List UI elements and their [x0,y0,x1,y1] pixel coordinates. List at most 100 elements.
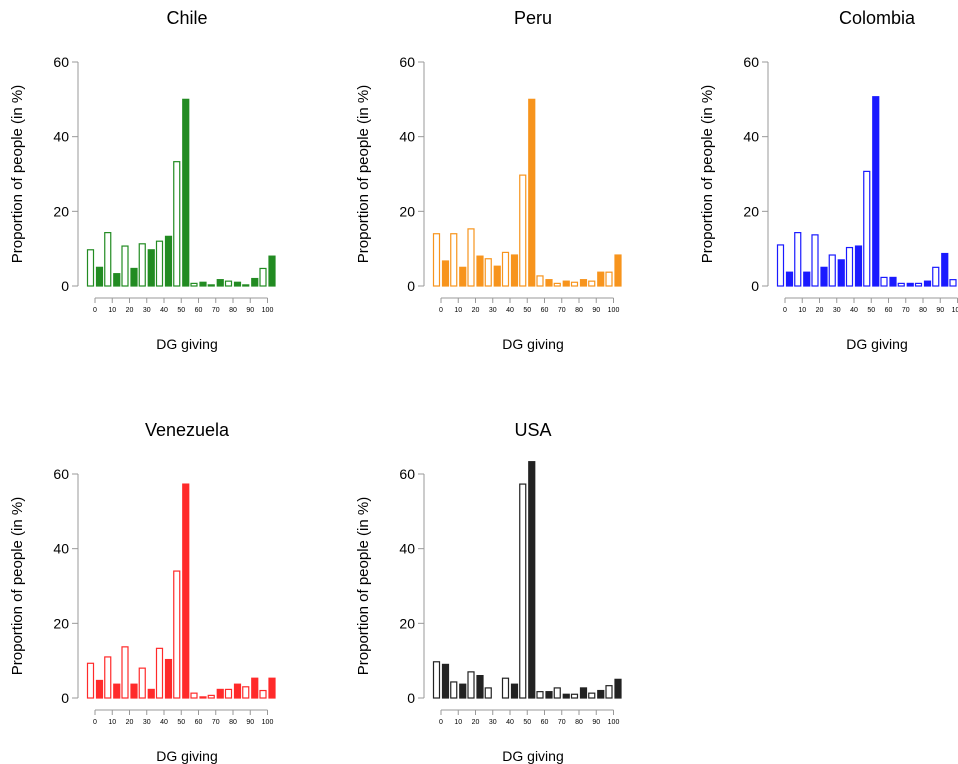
bar-hollow [86,249,95,287]
bar-hollow [432,661,441,699]
bar-solid [251,277,259,287]
bar-hollow [914,282,923,287]
x-tick-label: 50 [867,307,875,314]
x-tick-label: 100 [262,719,274,726]
x-tick-label: 60 [541,719,549,726]
bar-solid [164,235,173,287]
y-tick-label: 20 [399,615,415,631]
y-tick-label: 0 [407,690,415,706]
bar-hollow [811,234,819,287]
bar-hollow [242,284,250,287]
x-tick-label: 10 [454,719,462,726]
bar-hollow [828,254,836,287]
chart-panel-venezuela: Venezuela 0 20 40 60 Proportion of people (in… [9,420,276,764]
bar-hollow [138,243,146,287]
x-tick-label: 100 [952,307,958,314]
x-axis-label: DG giving [156,748,217,764]
x-tick-label: 30 [143,307,151,314]
x-tick-label: 100 [262,307,274,314]
bar-solid [147,688,155,699]
bar-hollow [467,228,475,287]
bar-hollow [173,570,181,699]
bar-hollow [536,275,544,287]
bar-hollow [190,692,198,699]
chart-panel-chile: Chile 0 20 40 60 Proportion of people (in %) 0… [9,8,276,352]
bar-solid [233,281,242,287]
bar-hollow [536,691,544,699]
x-tick-label: 10 [108,719,116,726]
bar-hollow [207,284,215,287]
bar-solid [597,689,605,699]
x-tick-label: 0 [93,719,97,726]
bar-solid [562,693,570,699]
bar-solid [941,252,949,287]
bar-solid [820,266,828,287]
chart-title: Peru [514,8,552,28]
x-tick-label: 80 [919,307,927,314]
x-tick-label: 40 [850,307,858,314]
x-tick-label: 0 [783,307,787,314]
bar-hollow [501,251,510,287]
x-tick-label: 80 [575,719,583,726]
bar-hollow [207,694,215,699]
x-tick-label: 40 [160,719,168,726]
bar-solid [476,675,484,699]
bar-hollow [605,271,613,287]
x-tick-label: 0 [439,307,443,314]
bar-solid [545,691,553,699]
bar-solid [164,658,173,699]
x-tick-label: 0 [93,307,97,314]
bar-hollow [863,170,871,287]
bar-solid [459,266,467,287]
chart-panel-usa: USA 0 20 40 60 Proportion of people (in %) 0 10… [355,420,622,764]
x-tick-label: 50 [177,307,185,314]
y-tick-label: 60 [53,54,69,70]
bar-solid [889,276,897,287]
bar-solid [268,677,276,699]
x-tick-label: 50 [177,719,185,726]
bar-solid [803,271,811,287]
x-tick-label: 20 [816,307,824,314]
bar-hollow [570,281,579,287]
bar-solid [872,96,880,287]
bar-solid [130,267,138,287]
bar-solid [441,663,450,699]
y-tick-label: 20 [743,203,759,219]
bar-solid [147,249,155,287]
bar-hollow [259,689,267,699]
y-axis-label: Proportion of people (in %) [9,497,26,675]
bar-hollow [190,282,198,287]
x-tick-label: 90 [592,719,600,726]
bar-hollow [553,282,561,287]
y-axis-label: Proportion of people (in %) [699,85,716,263]
x-tick-label: 50 [523,719,531,726]
chart-panel-peru: Peru 0 20 40 60 Proportion of people (in %) 0 1… [355,8,622,352]
bar-hollow [432,233,441,287]
bar-hollow [570,693,579,699]
bar-hollow [519,483,527,699]
bar-hollow [949,279,957,287]
x-tick-label: 80 [229,719,237,726]
bar-hollow [155,240,164,287]
bar-hollow [794,232,802,287]
x-tick-label: 30 [143,719,151,726]
bar-hollow [86,662,95,699]
bar-hollow [553,687,561,699]
x-tick-label: 60 [195,307,203,314]
x-tick-label: 0 [439,719,443,726]
x-tick-label: 100 [608,719,620,726]
x-tick-label: 20 [472,307,480,314]
x-tick-label: 90 [936,307,944,314]
bar-solid [785,271,794,287]
x-tick-label: 10 [798,307,806,314]
bar-hollow [484,258,492,287]
y-tick-label: 0 [61,690,69,706]
chart-title: Venezuela [145,420,230,440]
y-tick-label: 0 [751,278,759,294]
y-tick-label: 20 [53,615,69,631]
y-tick-label: 20 [53,203,69,219]
x-tick-label: 80 [575,307,583,314]
bar-solid [130,683,138,699]
bar-hollow [121,646,129,699]
